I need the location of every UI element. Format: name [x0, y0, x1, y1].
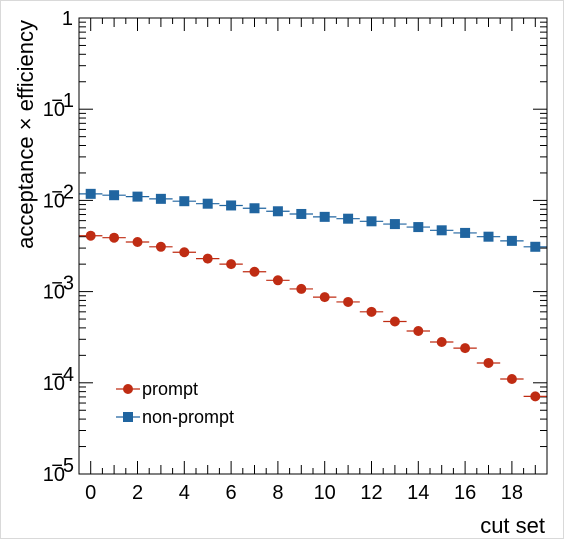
data-point: [179, 196, 190, 207]
data-point: [296, 283, 307, 294]
data-point: [436, 337, 447, 348]
data-point: [506, 235, 517, 246]
legend: prompt non-prompt: [116, 379, 234, 427]
data-point: [272, 206, 283, 217]
legend-marker: [123, 384, 133, 394]
y-tick-exponent: −4: [51, 364, 74, 386]
x-tick-label: 2: [132, 482, 143, 504]
data-point: [249, 203, 260, 214]
data-point: [226, 200, 237, 211]
data-point: [483, 231, 494, 242]
y-tick-label: 10: [43, 373, 65, 395]
data-point: [179, 247, 190, 258]
legend-marker: [123, 412, 133, 422]
legend-label: prompt: [142, 379, 198, 399]
legend-label: non-prompt: [142, 407, 234, 427]
data-point: [483, 357, 494, 368]
data-point: [272, 275, 283, 286]
data-point: [319, 292, 330, 303]
data-point: [413, 222, 424, 233]
x-tick-label: 12: [360, 482, 382, 504]
data-point: [343, 296, 354, 307]
series-line: [91, 236, 536, 397]
y-tick-label: 10: [43, 282, 65, 304]
x-tick-label: 14: [407, 482, 429, 504]
data-point: [226, 259, 237, 270]
data-point: [155, 193, 166, 204]
data-point: [343, 213, 354, 224]
data-point: [85, 188, 96, 199]
data-point: [132, 236, 143, 247]
series-non-prompt: [79, 188, 547, 252]
data-point: [85, 230, 96, 241]
data-point: [389, 316, 400, 327]
data-point: [202, 253, 213, 264]
x-tick-label: 4: [179, 482, 190, 504]
x-tick-label: 16: [454, 482, 476, 504]
data-point: [319, 211, 330, 222]
axis-ticks: [78, 17, 548, 475]
data-point: [155, 241, 166, 252]
y-tick-label: 10: [43, 190, 65, 212]
data-series: [79, 188, 547, 402]
x-tick-label: 18: [501, 482, 523, 504]
data-point: [460, 227, 471, 238]
data-point: [530, 391, 541, 402]
data-point: [109, 232, 120, 243]
plot-area-frame: [78, 17, 548, 475]
y-tick-label: 10: [43, 99, 65, 121]
data-point: [389, 219, 400, 230]
data-point: [436, 225, 447, 236]
data-point: [366, 216, 377, 227]
x-tick-label: 6: [226, 482, 237, 504]
y-tick-exponent: −2: [51, 181, 74, 203]
series-prompt: [79, 230, 547, 402]
y-axis-title: acceptance × efficiency: [13, 20, 38, 249]
x-axis-title: cut set: [480, 513, 545, 538]
data-point: [413, 325, 424, 336]
x-tick-label: 10: [314, 482, 336, 504]
data-point: [109, 190, 120, 201]
y-tick-exponent: −1: [51, 90, 74, 112]
x-tick-label: 8: [272, 482, 283, 504]
data-point: [132, 191, 143, 202]
y-tick-exponent: −5: [51, 455, 74, 477]
data-point: [460, 343, 471, 354]
data-point: [249, 266, 260, 277]
data-point: [202, 198, 213, 209]
data-point: [530, 241, 541, 252]
y-tick-exponent: −3: [51, 273, 74, 295]
y-tick-label: 10: [43, 464, 65, 486]
data-point: [296, 208, 307, 219]
y-tick-label: 1: [62, 8, 73, 30]
data-point: [506, 374, 517, 385]
x-tick-label: 0: [85, 482, 96, 504]
data-point: [366, 306, 377, 317]
